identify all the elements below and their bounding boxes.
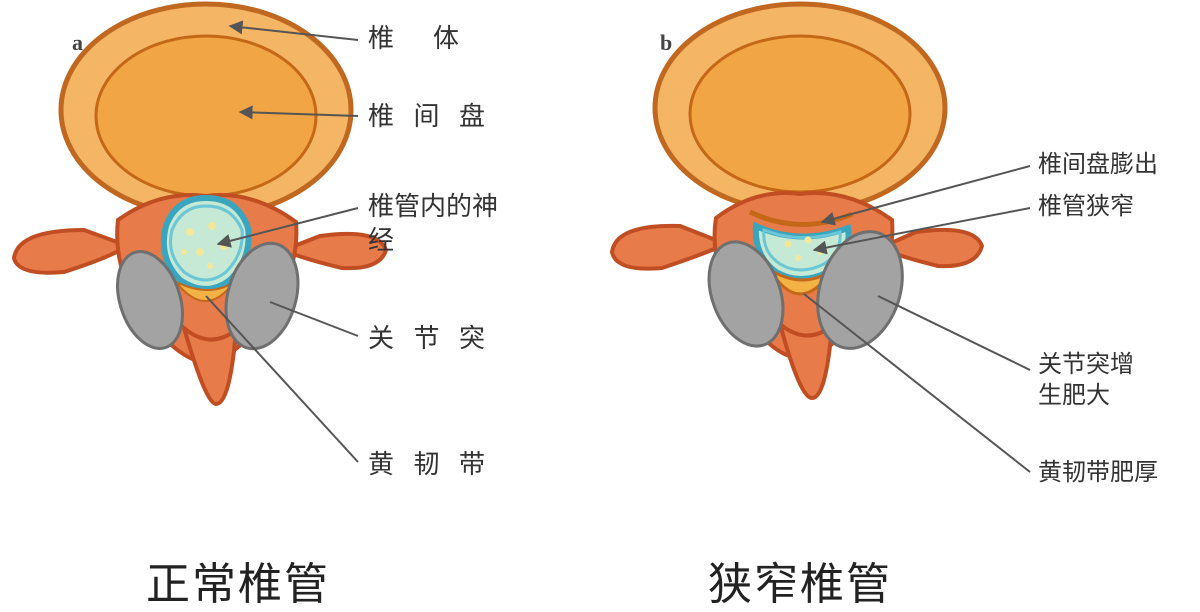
label-stenosis: 椎管狭窄 xyxy=(1038,192,1134,223)
label-canal: 椎管内的神 经 xyxy=(368,190,498,258)
caption-b: 狭窄椎管 xyxy=(708,548,892,612)
diagram-a xyxy=(0,0,600,540)
caption-a: 正常椎管 xyxy=(146,548,330,612)
label-disc: 椎 间 盘 xyxy=(368,100,485,134)
label-ligament-hyper: 黄韧带肥厚 xyxy=(1038,458,1158,489)
label-facet: 关 节 突 xyxy=(368,322,485,356)
label-body: 椎 体 xyxy=(368,22,459,56)
panel-a: a 椎 体 椎 xyxy=(0,0,600,612)
panel-b: b 椎间盘膨出 椎管狭窄 xyxy=(600,0,1200,612)
label-ligament: 黄 韧 带 xyxy=(368,448,485,482)
label-facet-hyper: 关节突增 生肥大 xyxy=(1038,350,1134,412)
label-bulge: 椎间盘膨出 xyxy=(1038,150,1158,181)
